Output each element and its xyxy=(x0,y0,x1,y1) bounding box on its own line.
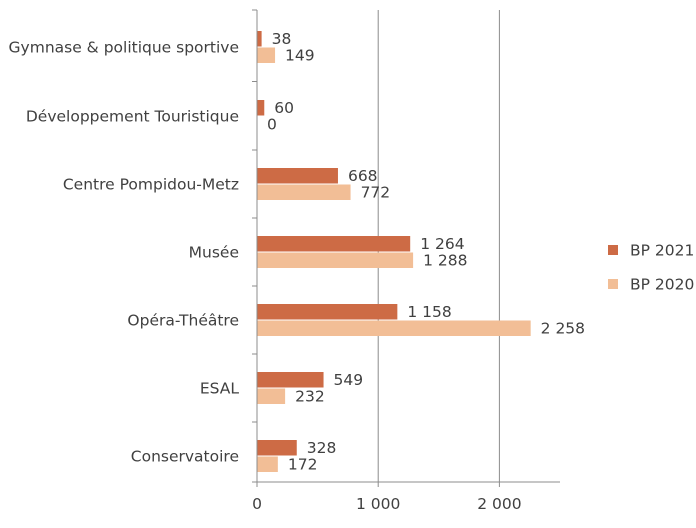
data-label: 149 xyxy=(285,47,315,65)
data-label: 2 258 xyxy=(541,320,585,338)
bar-bp2021 xyxy=(257,31,262,47)
data-label: 549 xyxy=(334,371,364,389)
data-label: 38 xyxy=(272,30,292,48)
data-label: 1 264 xyxy=(420,235,464,253)
category-label: Développement Touristique xyxy=(26,108,239,126)
bars xyxy=(257,31,531,472)
category-label: Conservatoire xyxy=(131,448,239,466)
bar-bp2020 xyxy=(257,47,276,63)
bar-bp2021 xyxy=(257,236,411,252)
x-tick-label: 2 000 xyxy=(477,495,521,513)
legend: BP 2021 BP 2020 xyxy=(608,242,694,294)
data-label: 668 xyxy=(348,167,378,185)
data-label: 1 288 xyxy=(423,252,467,270)
bar-bp2020 xyxy=(257,456,278,472)
data-label: 328 xyxy=(307,439,337,457)
x-tick-label: 0 xyxy=(252,495,262,513)
data-label: 232 xyxy=(295,388,325,406)
bar-bp2021 xyxy=(257,304,398,320)
labels: 0 1 000 2 000 Gymnase & politique sportive D… xyxy=(9,30,586,513)
bar-bp2020 xyxy=(257,184,351,200)
category-label: Centre Pompidou-Metz xyxy=(63,176,239,194)
bar-bp2021 xyxy=(257,440,297,456)
data-label: 0 xyxy=(267,116,277,134)
legend-swatch xyxy=(608,279,618,289)
data-label: 1 158 xyxy=(407,303,451,321)
axes xyxy=(252,9,560,487)
bar-bp2021 xyxy=(257,372,324,388)
category-label: ESAL xyxy=(200,380,240,398)
data-label: 60 xyxy=(274,99,294,117)
bar-bp2020 xyxy=(257,252,414,268)
category-label: Gymnase & politique sportive xyxy=(9,39,239,57)
legend-label: BP 2021 xyxy=(630,242,694,260)
bar-bp2020 xyxy=(257,320,531,336)
legend-label: BP 2020 xyxy=(630,276,694,294)
bar-bp2021 xyxy=(257,100,265,116)
legend-swatch xyxy=(608,245,618,255)
data-label: 772 xyxy=(361,184,391,202)
x-tick-label: 1 000 xyxy=(356,495,400,513)
data-label: 172 xyxy=(288,456,318,474)
bar-bp2021 xyxy=(257,168,338,184)
category-label: Opéra-Théâtre xyxy=(127,312,239,330)
category-label: Musée xyxy=(189,244,239,262)
bar-bp2020 xyxy=(257,388,286,404)
